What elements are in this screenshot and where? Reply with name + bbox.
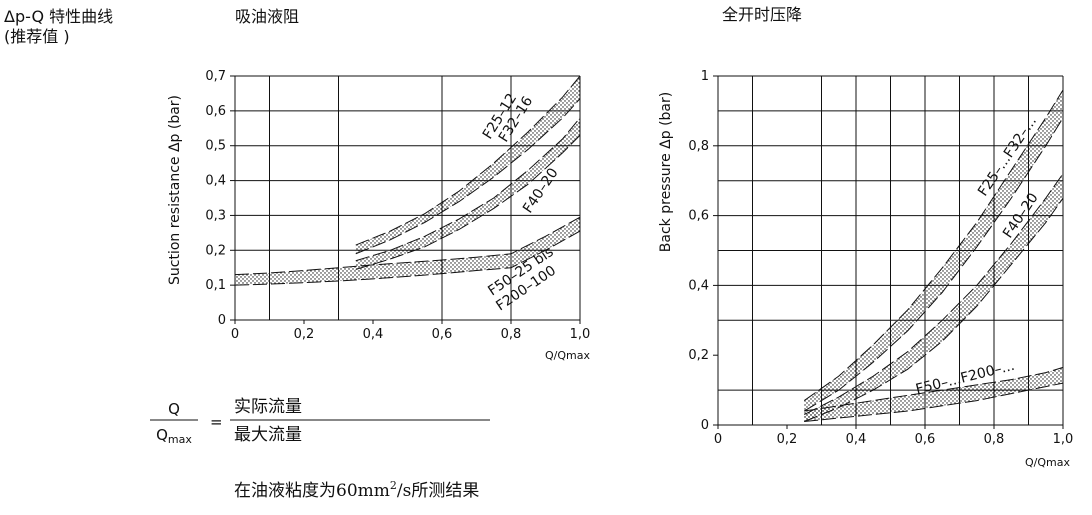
- chart1-y-tick-label: 0,5: [205, 139, 226, 154]
- measurement-note: 在油液粘度为60mm2/s所测结果: [234, 479, 479, 501]
- chart2-y-tick-label: 0: [701, 418, 709, 433]
- chart2-x-tick-label: 1,0: [1053, 432, 1074, 447]
- chart1-x-tick-label: 0,6: [432, 327, 453, 342]
- chart1-x-tick-label: 0,8: [501, 327, 522, 342]
- chart2-x-tick-label: 0,6: [915, 432, 936, 447]
- chart2-y-tick-label: 1: [701, 69, 709, 84]
- chart2-band-1-lower-line: [804, 197, 1064, 422]
- chart1-band-2: [235, 217, 580, 286]
- chart1-y-tick-label: 0,6: [205, 104, 226, 119]
- chart1-y-tick-label: 0,3: [205, 208, 226, 223]
- chart2-ylabel: Back pressure Δp (bar): [658, 92, 674, 252]
- formula-rhs-numerator: 实际流量: [234, 397, 302, 417]
- chart2-x-tick-label: 0,4: [846, 432, 867, 447]
- chart2-band-0-upper-line: [803, 89, 1064, 401]
- chart1-band-0-upper-line: [355, 75, 581, 246]
- chart2-band-2: [804, 367, 1063, 422]
- formula-equals: =: [210, 413, 223, 431]
- chart2-band-2-upper-line: [804, 366, 1064, 412]
- chart2-x-tick-label: 0: [714, 432, 722, 447]
- chart2-band-2-lower-line: [804, 382, 1064, 423]
- chart1-y-tick-label: 0: [218, 313, 226, 328]
- chart2-band-1-upper-line: [804, 173, 1064, 415]
- chart1-band-1-lower-line: [355, 134, 581, 270]
- chart1-xlabel: Q/Qmax: [545, 349, 590, 362]
- chart2-y-tick-label: 0,6: [688, 209, 709, 224]
- chart1-band-2-lower-line: [234, 230, 581, 286]
- chart2-y-tick-label: 0,8: [688, 139, 709, 154]
- page-title: Δp-Q 特性曲线: [4, 7, 113, 26]
- chart1-title: 吸油液阻: [235, 7, 299, 26]
- chart1-y-tick-label: 0,1: [205, 278, 226, 293]
- chart2-title: 全开时压降: [722, 5, 802, 24]
- chart1-band-2-upper-line: [234, 216, 581, 276]
- chart1-ylabel: Suction resistance Δp (bar): [167, 95, 183, 285]
- chart2-y-tick-label: 0,2: [688, 348, 709, 363]
- formula-rhs-denominator: 最大流量: [234, 425, 302, 445]
- chart-suction-resistance: 0 0,2 0,4 0,6 0,8 1,0 0 0,1 0,2 0,3 0,4 0,5 0,6 0,7: [205, 69, 590, 342]
- chart1-x-tick-label: 0,4: [363, 327, 384, 342]
- chart-back-pressure: 0 0,2 0,4 0,6 0,8 1,0 0 0,2 0,4 0,6 0,8 1: [688, 69, 1073, 447]
- chart1-band-0-lower-line: [355, 98, 581, 255]
- chart2-band-0-lower-line: [803, 117, 1064, 412]
- chart2-xlabel: Q/Qmax: [1025, 456, 1070, 469]
- formula-lhs-denominator: Qmax: [156, 426, 192, 446]
- page-subtitle: (推荐值 ): [4, 27, 70, 46]
- chart1-y-tick-label: 0,4: [205, 174, 226, 189]
- chart1-y-tick-label: 0,7: [205, 69, 226, 84]
- chart2-x-tick-label: 0,8: [984, 432, 1005, 447]
- formula-lhs-numerator: Q: [168, 400, 180, 418]
- chart1-y-tick-label: 0,2: [205, 243, 226, 258]
- chart1-band-1-upper-line: [355, 117, 581, 262]
- chart2-y-tick-label: 0,4: [688, 278, 709, 293]
- chart1-x-tick-label: 0: [231, 327, 239, 342]
- chart2-x-tick-label: 0,2: [777, 432, 798, 447]
- chart1-x-tick-label: 1,0: [570, 327, 591, 342]
- chart1-x-tick-label: 0,2: [294, 327, 315, 342]
